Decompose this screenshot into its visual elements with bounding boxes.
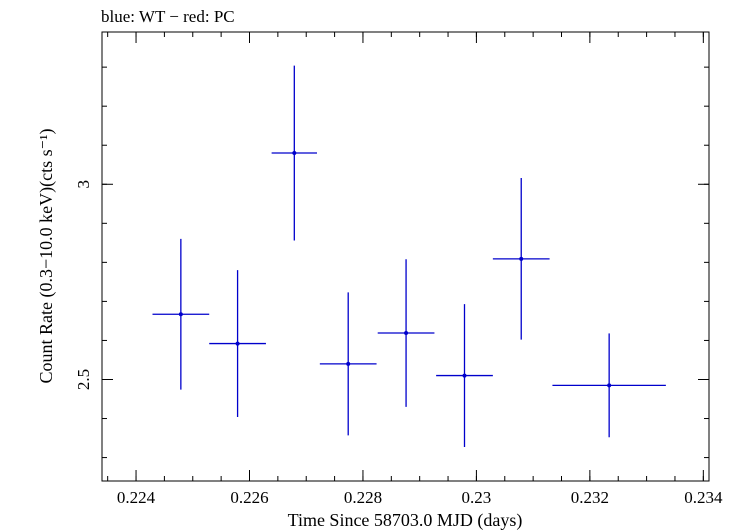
data-point	[377, 259, 435, 407]
data-point	[152, 238, 210, 390]
x-tick-label: 0.224	[117, 488, 156, 507]
chart-title: blue: WT − red: PC	[101, 7, 235, 26]
data-point	[436, 304, 493, 448]
data-point	[492, 178, 550, 340]
point-marker	[235, 341, 240, 346]
point-marker	[404, 331, 409, 336]
x-tick-labels: 0.224 0.226 0.228 0.23 0.232 0.234	[117, 488, 723, 507]
x-tick-label: 0.228	[344, 488, 382, 507]
point-marker	[462, 373, 467, 378]
data-point	[319, 292, 377, 436]
point-marker	[292, 151, 297, 156]
plot-frame	[101, 31, 710, 482]
y-tick-labels: 2.53	[74, 180, 93, 390]
data-point	[271, 65, 318, 241]
data-point	[209, 270, 266, 417]
x-tick-label: 0.232	[571, 488, 609, 507]
point-marker	[519, 256, 524, 261]
axis-ticks	[102, 32, 709, 481]
point-marker	[178, 312, 183, 317]
x-tick-label: 0.23	[462, 488, 492, 507]
point-marker	[346, 361, 351, 366]
data-points	[152, 65, 666, 448]
data-point	[552, 333, 666, 438]
y-axis-label: Count Rate (0.3−10.0 keV)(cts s⁻¹)	[36, 128, 57, 383]
y-tick-label: 2.5	[74, 369, 93, 390]
x-tick-label: 0.226	[230, 488, 268, 507]
x-axis-label: Time Since 58703.0 MJD (days)	[288, 510, 523, 531]
x-tick-label: 0.234	[684, 488, 723, 507]
y-tick-label: 3	[74, 180, 93, 189]
point-marker	[607, 383, 612, 388]
